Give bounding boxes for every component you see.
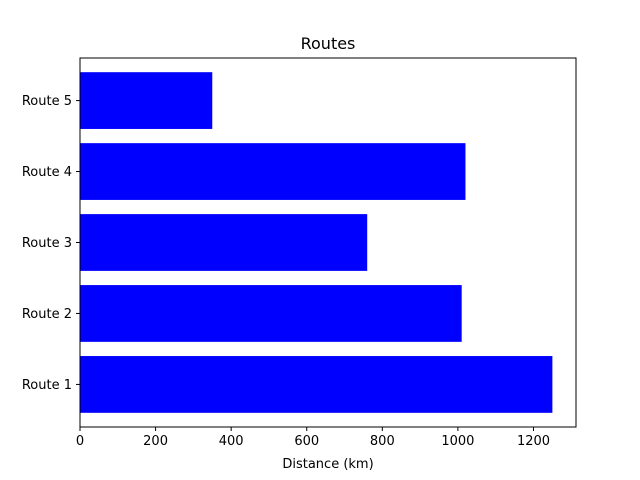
bar-route-4 <box>80 143 466 200</box>
y-tick-label: Route 4 <box>22 165 72 180</box>
plot-area-frame <box>79 57 577 428</box>
x-tick-label: 1200 <box>517 434 550 449</box>
x-axis-label: Distance (km) <box>282 457 373 472</box>
y-tick-label: Route 1 <box>22 378 72 393</box>
x-tick-label: 400 <box>219 434 244 449</box>
bar-route-1 <box>80 356 553 413</box>
x-tick-label: 0 <box>76 434 84 449</box>
x-axis-ticks: 0 200 400 600 800 1000 1200 <box>76 427 550 449</box>
x-tick-label: 200 <box>143 434 168 449</box>
bar-route-2 <box>80 285 462 342</box>
x-tick-label: 600 <box>294 434 319 449</box>
y-axis-ticks: Route 1 Route 2 Route 3 Route 4 Route 5 <box>22 94 80 393</box>
y-tick-label: Route 2 <box>22 307 72 322</box>
bar-route-3 <box>80 214 368 271</box>
y-tick-label: Route 3 <box>22 236 72 251</box>
x-tick-label: 1000 <box>441 434 474 449</box>
y-tick-label: Route 5 <box>22 94 72 109</box>
bar-route-5 <box>80 72 213 129</box>
bars-group <box>80 72 553 413</box>
chart-title: Routes <box>301 34 356 53</box>
x-tick-label: 800 <box>370 434 395 449</box>
